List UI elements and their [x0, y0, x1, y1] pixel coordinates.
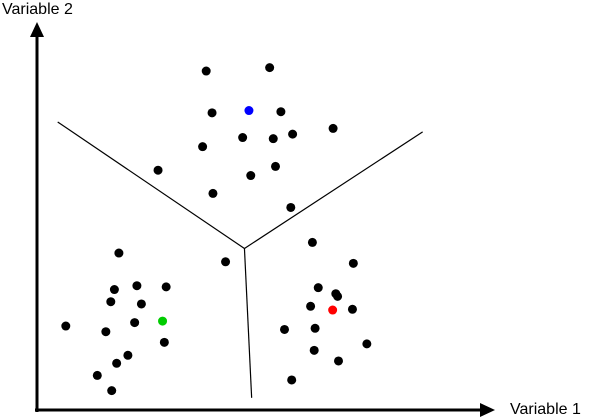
data-point	[112, 358, 122, 368]
data-point	[130, 318, 140, 328]
data-point	[288, 129, 298, 139]
data-point	[107, 386, 117, 396]
data-point	[347, 304, 357, 314]
data-point	[265, 63, 275, 73]
data-point	[328, 123, 338, 133]
boundary-line	[243, 248, 253, 398]
centroid-point	[244, 106, 254, 116]
data-point	[246, 171, 256, 181]
data-point	[132, 281, 142, 291]
data-point	[159, 337, 169, 347]
data-point	[109, 285, 119, 295]
y-axis-label: Variable 2	[2, 1, 73, 18]
data-point	[153, 165, 163, 175]
data-point	[123, 350, 133, 360]
data-point	[286, 202, 296, 212]
data-point	[307, 237, 317, 247]
data-point	[276, 107, 286, 117]
data-point	[306, 301, 316, 311]
data-point	[280, 324, 289, 334]
centroid-point	[158, 316, 168, 326]
data-point	[348, 258, 358, 268]
x-axis-label: Variable 1	[510, 401, 581, 418]
y-axis-arrowhead	[30, 22, 44, 37]
data-point	[201, 66, 211, 76]
data-point	[221, 257, 231, 267]
data-point	[136, 299, 146, 309]
data-point	[106, 297, 116, 307]
data-point	[271, 161, 280, 171]
data-point	[313, 283, 323, 293]
data-point	[208, 188, 218, 198]
boundary-lines	[57, 121, 423, 398]
centroid-points	[158, 106, 338, 326]
data-point	[310, 323, 320, 333]
boundary-line	[57, 121, 245, 249]
data-point	[362, 339, 372, 349]
x-axis-arrowhead	[480, 403, 495, 417]
data-point	[331, 289, 341, 299]
data-point	[101, 327, 111, 337]
data-point	[207, 108, 217, 118]
boundary-line	[244, 131, 423, 250]
data-point	[238, 133, 248, 143]
data-point	[287, 375, 297, 385]
data-point	[61, 321, 71, 331]
data-point	[334, 356, 343, 366]
data-point	[92, 370, 102, 380]
data-point	[268, 134, 278, 144]
data-point	[309, 345, 319, 355]
data-point	[161, 282, 171, 292]
data-point	[114, 248, 124, 258]
data-point	[198, 142, 208, 152]
centroid-point	[328, 305, 338, 315]
data-points	[61, 63, 372, 396]
